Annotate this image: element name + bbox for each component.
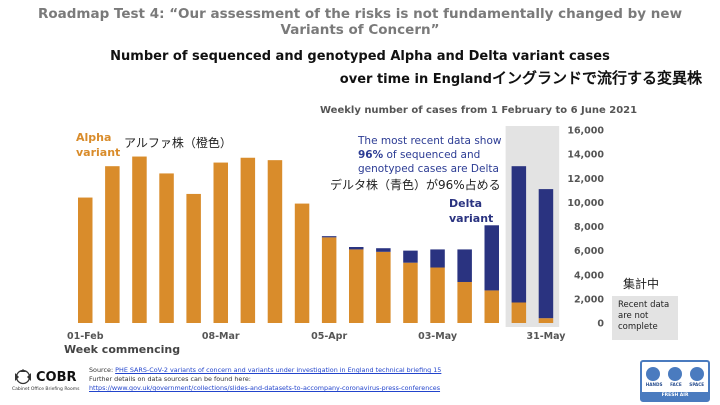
- y-tick-label: 14,000: [567, 150, 604, 161]
- bar-delta-05-Apr: [321, 236, 337, 238]
- badge-space: SPACE: [689, 382, 705, 387]
- badge-hands: HANDS: [645, 382, 663, 387]
- x-tick-label: 05-Apr: [311, 331, 347, 342]
- subtitle-japanese: イングランドで流行する変異株: [491, 69, 702, 87]
- hands-icon: [646, 367, 660, 381]
- bar-alpha-03-May: [430, 267, 445, 323]
- alpha-legend-label-jp: アルファ株（橙色）: [124, 136, 232, 150]
- bar-alpha-19-Apr: [376, 251, 391, 323]
- bar-alpha-17-May: [484, 290, 499, 323]
- bar-alpha-24-May: [511, 302, 527, 323]
- bar-delta-19-Apr: [376, 248, 391, 252]
- cobr-logo: COBR: [36, 370, 77, 385]
- y-tick-label: 12,000: [567, 174, 604, 185]
- bar-delta-12-Apr: [349, 247, 364, 250]
- incomplete-note: Recent data are not complete: [612, 296, 678, 340]
- y-tick-label: 2,000: [574, 294, 604, 305]
- cobr-logo-subtitle: Cabinet Office Briefing Rooms: [12, 387, 80, 392]
- source-block: Source: PHE SARS-CoV-2 variants of conce…: [89, 366, 629, 393]
- face-icon: [668, 367, 682, 381]
- bar-alpha-15-Mar: [240, 157, 256, 323]
- bar-alpha-05-Apr: [321, 237, 337, 323]
- further-details: Further details on data sources can be f…: [89, 375, 251, 383]
- y-tick-label: 0: [597, 319, 604, 330]
- y-tick-label: 10,000: [567, 198, 604, 209]
- bar-alpha-15-Feb: [132, 156, 147, 323]
- badge-labels: HANDS FACE SPACE: [642, 382, 708, 387]
- y-tick-label: 6,000: [574, 246, 604, 257]
- x-axis-title: Week commencing: [64, 343, 181, 356]
- bar-alpha-26-Apr: [403, 262, 418, 323]
- x-tick-label: 08-Mar: [202, 331, 240, 342]
- bar-delta-31-May: [538, 189, 554, 319]
- x-tick-label: 01-Feb: [67, 331, 104, 342]
- hands-face-space-badge: HANDS FACE SPACE FRESH AIR: [640, 360, 710, 402]
- y-axis: 0 2,000 4,000 6,000 8,000 10,000 12,000 14,000 1…: [567, 126, 604, 330]
- y-tick-label: 4,000: [574, 270, 604, 281]
- delta-legend-label: Delta variant: [449, 197, 494, 225]
- space-icon: [690, 367, 704, 381]
- bar-alpha-01-Feb: [78, 197, 93, 323]
- x-axis-labels: 01-Feb 08-Mar 05-Apr 03-May 31-May: [67, 331, 566, 342]
- bar-alpha-08-Feb: [105, 166, 120, 323]
- x-tick-label: 31-May: [526, 331, 566, 342]
- annotation-share: 96%: [358, 149, 384, 161]
- bar-alpha-22-Feb: [159, 173, 174, 323]
- alpha-legend-label: Alpha variant: [76, 131, 121, 159]
- annotation-text-after: of sequenced and genotyped cases are Del…: [358, 149, 499, 175]
- x-tick-label: 03-May: [418, 331, 458, 342]
- annotation-text-before: The most recent data show: [358, 135, 502, 147]
- bar-alpha-10-May: [457, 281, 472, 323]
- subtitle-english: over time in England: [339, 72, 492, 87]
- bar-delta-26-Apr: [403, 250, 418, 263]
- bar-alpha-22-Mar: [267, 160, 283, 323]
- source-line: Source: PHE SARS-CoV-2 variants of conce…: [89, 366, 629, 375]
- badge-footer: FRESH AIR: [661, 393, 689, 398]
- bar-delta-17-May: [484, 225, 499, 291]
- bar-alpha-31-May: [538, 318, 554, 323]
- crest-icon: [12, 368, 34, 390]
- chart-subtitle-line1: Number of sequenced and genotyped Alpha …: [110, 49, 610, 64]
- chart-subtitle-line2: over time in Englandイングランドで流行する変異株: [340, 67, 702, 88]
- delta-share-annotation-jp: デルタ株（青色）が96%占める: [330, 178, 501, 192]
- badge-face: FACE: [670, 382, 682, 387]
- y-tick-label: 8,000: [574, 222, 604, 233]
- bar-alpha-08-Mar: [213, 162, 228, 323]
- y-tick-label: 16,000: [567, 126, 604, 137]
- bar-delta-24-May: [511, 166, 527, 303]
- slide-title: Roadmap Test 4: “Our assessment of the r…: [37, 6, 683, 38]
- bar-delta-10-May: [457, 249, 472, 282]
- source-url[interactable]: https://www.gov.uk/government/collection…: [89, 384, 441, 392]
- bars-group: [78, 126, 560, 327]
- bar-delta-03-May: [430, 249, 445, 268]
- source-link[interactable]: PHE SARS-CoV-2 variants of concern and v…: [115, 366, 442, 374]
- source-label: Source:: [89, 366, 114, 374]
- chart-title: Weekly number of cases from 1 February t…: [320, 105, 638, 116]
- bar-alpha-01-Mar: [186, 193, 201, 323]
- incomplete-label-jp: 集計中: [623, 277, 660, 291]
- delta-share-annotation: The most recent data show 96% of sequenc…: [358, 134, 524, 176]
- bar-alpha-12-Apr: [349, 249, 364, 323]
- bar-alpha-29-Mar: [294, 203, 310, 323]
